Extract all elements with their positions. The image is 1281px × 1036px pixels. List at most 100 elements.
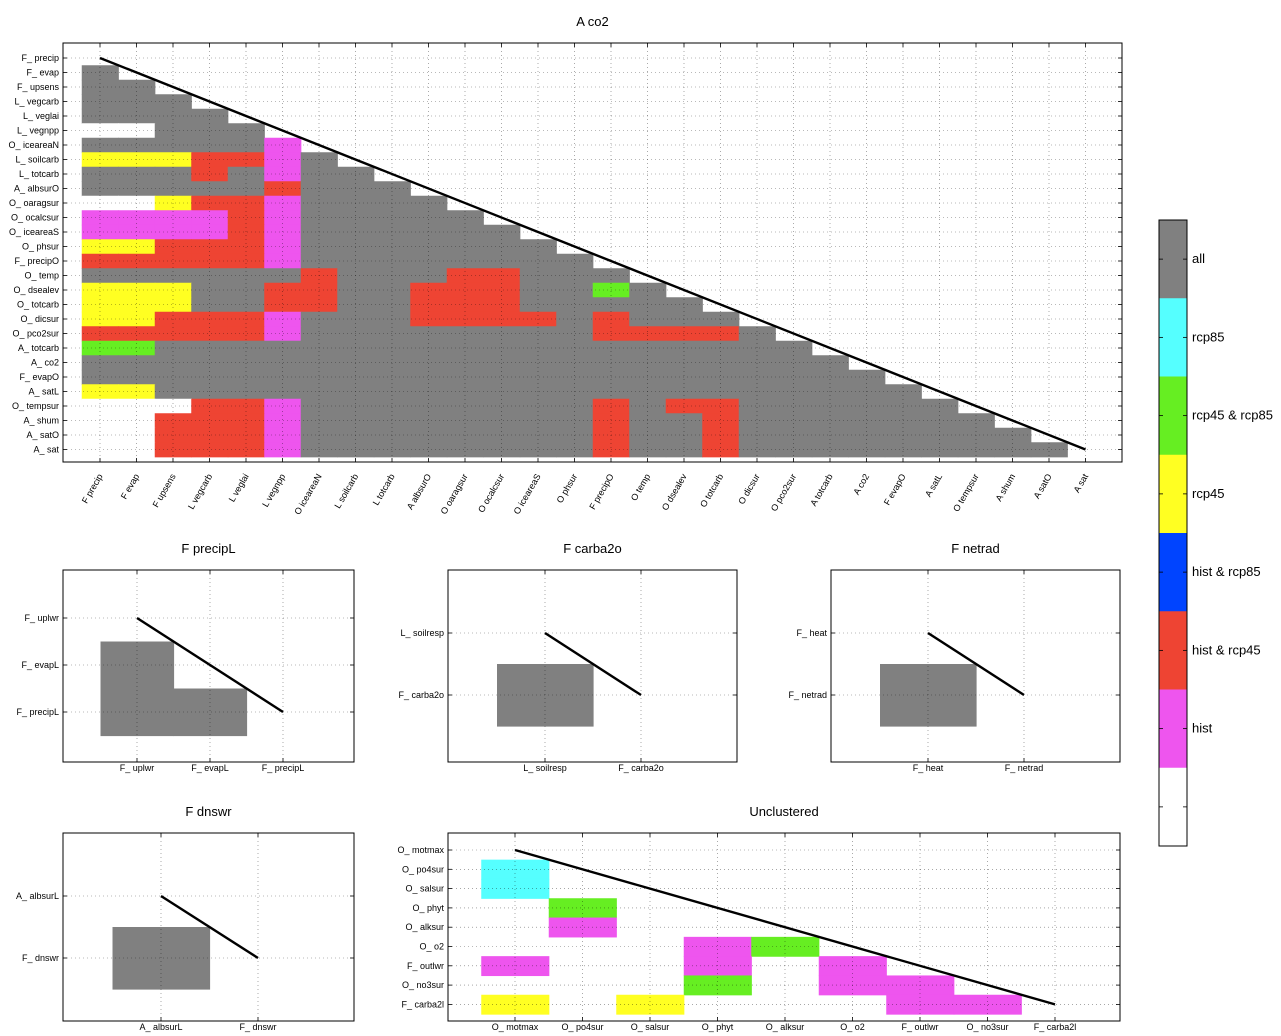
heatmap-cell [702, 398, 740, 414]
y-tick-label: F_ outlwr [407, 961, 444, 971]
heatmap-cell [775, 369, 813, 385]
heatmap-cell [848, 442, 886, 458]
y-tick-label: F_ uplwr [24, 613, 59, 623]
heatmap-cell [227, 239, 265, 255]
heatmap-cell [702, 326, 740, 342]
heatmap-cell [665, 369, 703, 385]
heatmap-cell [738, 369, 776, 385]
heatmap-cell [519, 369, 557, 385]
heatmap-cell [373, 297, 411, 313]
plot-frame [62, 832, 355, 1022]
heatmap-cell [410, 282, 448, 298]
colorbar-swatch [1159, 220, 1187, 299]
heatmap-cell [738, 442, 776, 458]
y-tick-label: L_ vegcarb [14, 97, 59, 107]
heatmap-cell [751, 936, 820, 957]
x-tick-label: L vegnpp [260, 472, 287, 509]
heatmap-cell [118, 326, 156, 342]
heatmap-cell [81, 137, 119, 153]
chart-title: F precipL [181, 541, 235, 556]
heatmap-cell [227, 369, 265, 385]
x-tick-label: A satO [1032, 472, 1054, 500]
heatmap-cell [481, 956, 550, 977]
y-tick-label: F_ precipL [16, 707, 59, 717]
heatmap-cell [118, 94, 156, 110]
panel-f-netrad: F_ heat F_ netrad F_ heat F_ netrad F netrad [788, 541, 1121, 773]
heatmap-cell [154, 253, 192, 269]
colorbar-swatch [1159, 376, 1187, 456]
x-tick-label: O_ motmax [492, 1022, 539, 1032]
colorbar-swatch [1159, 533, 1187, 612]
heatmap-cell [373, 369, 411, 385]
heatmap-cell [738, 413, 776, 429]
heatmap-cell [519, 282, 557, 298]
y-tick-label: O_ iceareaS [9, 227, 59, 237]
heatmap-cell [118, 224, 156, 240]
heatmap-cell [118, 108, 156, 124]
heatmap-cell [481, 994, 550, 1015]
y-tick-label: A_ totcarb [18, 343, 59, 353]
heatmap-cell [264, 253, 302, 269]
heatmap-cell [118, 282, 156, 298]
heatmap-cell [118, 442, 156, 458]
heatmap-cell [519, 398, 557, 414]
heatmap-cell [373, 224, 411, 240]
heatmap-cell [154, 398, 192, 414]
x-tick-label: O_ alksur [766, 1022, 805, 1032]
heatmap-cell [81, 268, 119, 284]
heatmap-cell [118, 210, 156, 226]
heatmap-cell [227, 166, 265, 182]
y-tick-label: O_ no3sur [402, 980, 444, 990]
heatmap-cell [81, 195, 119, 211]
heatmap-cell [702, 413, 740, 429]
heatmap-cell [957, 442, 995, 458]
x-tick-label: O pco2sur [769, 472, 798, 513]
heatmap-cell [81, 181, 119, 197]
heatmap-cell [373, 398, 411, 414]
heatmap-cell [702, 355, 740, 371]
heatmap-cell [373, 326, 411, 342]
heatmap-cell [264, 137, 302, 153]
heatmap-cell [227, 413, 265, 429]
heatmap-cell [446, 210, 484, 226]
heatmap-cell [118, 297, 156, 313]
panel-f-dnswr: A_ albsurL F_ dnswr A_ albsurL F_ dnswr F dn… [16, 804, 355, 1032]
heatmap-cell [154, 224, 192, 240]
heatmap-cell [191, 224, 229, 240]
colorbar-swatch [1159, 767, 1187, 847]
heatmap-cell [683, 936, 752, 957]
colorbar-label: rcp85 [1192, 329, 1225, 344]
heatmap-cell [483, 224, 521, 240]
heatmap-cell [446, 355, 484, 371]
x-tick-label: F upsens [151, 472, 178, 509]
heatmap-cell [118, 239, 156, 255]
y-tick-label: F_ carba2o [398, 690, 444, 700]
heatmap-cell [264, 442, 302, 458]
heatmap-cell [818, 956, 887, 977]
heatmap-cell [410, 369, 448, 385]
heatmap-cell [483, 442, 521, 458]
heatmap-cell [775, 355, 813, 371]
heatmap-cell [775, 442, 813, 458]
x-tick-label: O_ no3sur [966, 1022, 1008, 1032]
heatmap-cell [154, 137, 192, 153]
heatmap-cell [264, 297, 302, 313]
heatmap-cell [154, 123, 192, 139]
heatmap-cell [665, 398, 703, 414]
heatmap-cell [548, 917, 617, 938]
heatmap-cell [81, 384, 119, 400]
heatmap-cell [373, 413, 411, 429]
heatmap-cell [191, 282, 229, 298]
heatmap-cell [556, 253, 594, 269]
heatmap-cell [953, 994, 1022, 1015]
colorbar-label: all [1192, 251, 1205, 266]
heatmap-cell [848, 398, 886, 414]
heatmap-cell [848, 413, 886, 429]
heatmap-cell [81, 398, 119, 414]
x-tick-label: O_ phyt [702, 1022, 734, 1032]
x-tick-label: F evapO [882, 472, 908, 507]
heatmap-cell [227, 210, 265, 226]
diagonal-line [927, 631, 1025, 697]
heatmap-cell [556, 369, 594, 385]
